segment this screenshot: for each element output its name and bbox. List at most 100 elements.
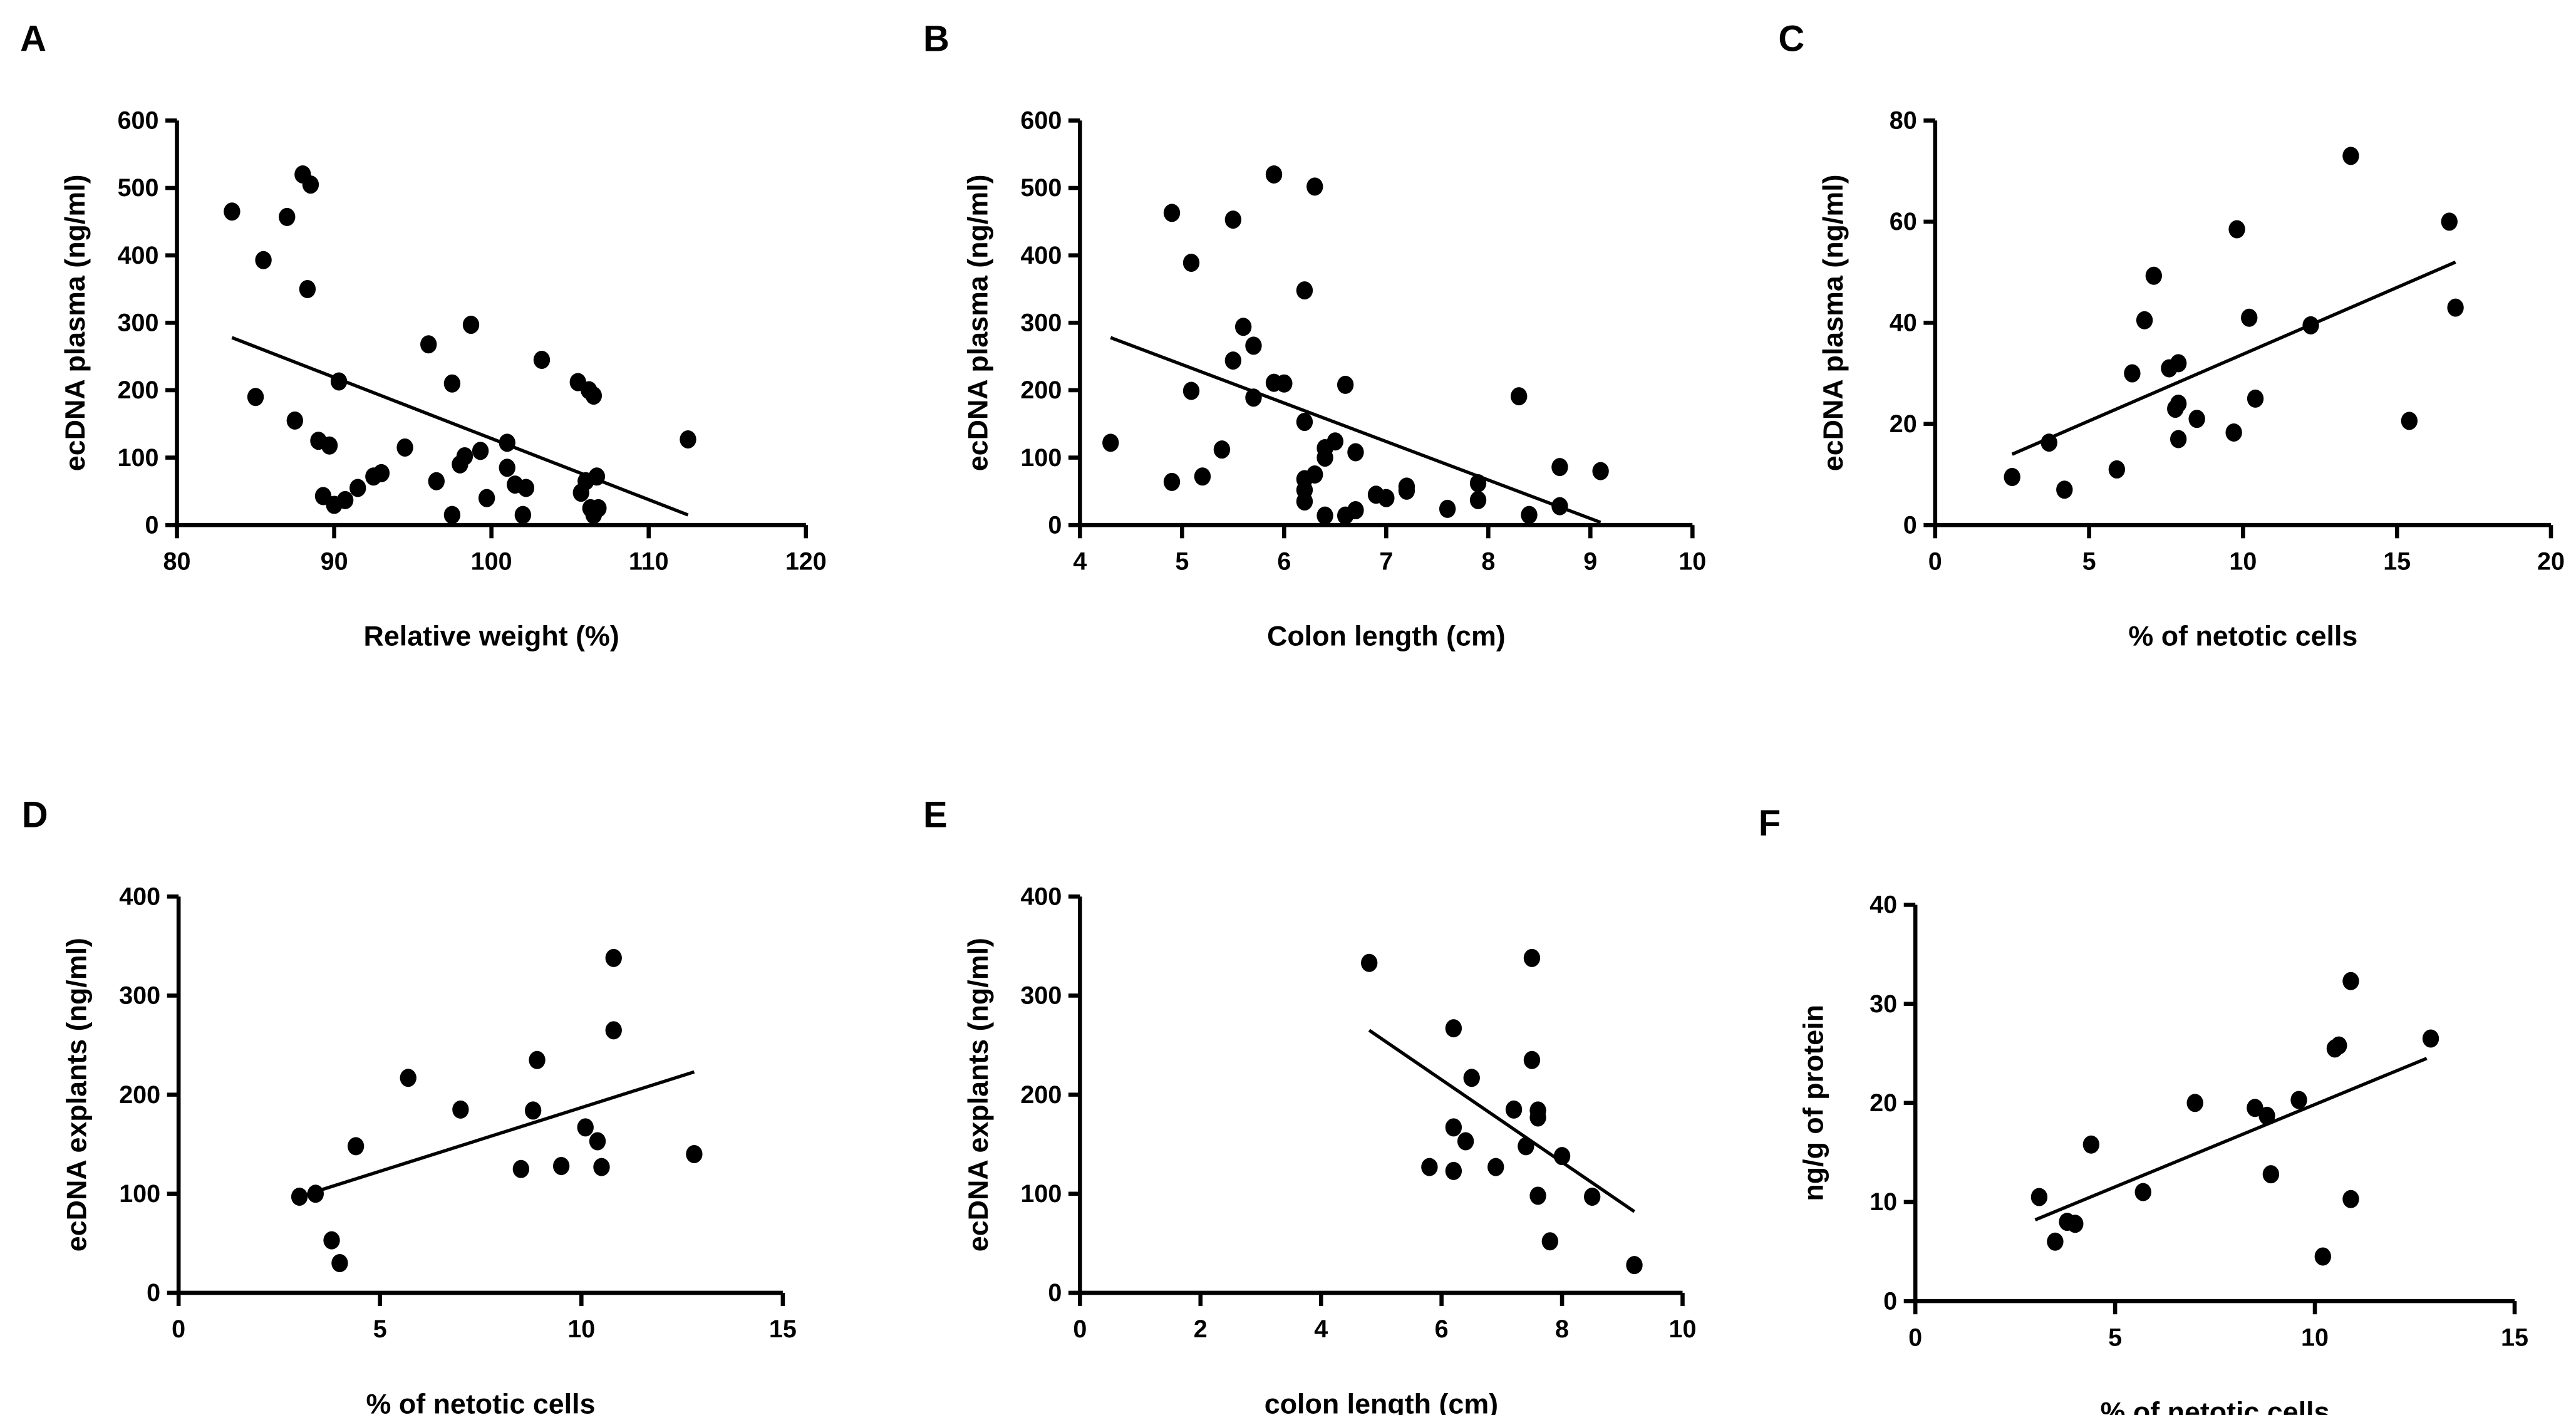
data-point	[2401, 412, 2418, 430]
data-point	[396, 438, 413, 457]
panel-label: E	[923, 796, 948, 836]
data-point	[1194, 467, 1211, 486]
data-point	[2145, 266, 2163, 285]
data-point	[1583, 1188, 1601, 1206]
data-point	[2170, 354, 2187, 373]
y-tick-label: 40	[1890, 309, 1917, 337]
panel-f: F 0 10 20 30 40 0 5 10 15 % of netotic cells ng/g o…	[1759, 804, 2528, 1415]
y-tick-label: 60	[1890, 208, 1917, 236]
data-point	[1626, 1256, 1643, 1275]
y-tick-label: 300	[1020, 982, 1062, 1010]
data-point	[279, 207, 296, 226]
x-tick-label: 10	[2301, 1324, 2329, 1351]
y-axis-label: ecDNA plasma (ng/ml)	[1818, 174, 1849, 471]
data-point	[1306, 177, 1323, 196]
y-tick-label: 500	[118, 174, 159, 202]
data-point	[1163, 472, 1181, 491]
y-tick-label: 400	[1020, 883, 1062, 910]
y-tick-label: 300	[118, 309, 159, 337]
regression-line	[2034, 1057, 2428, 1221]
data-point	[1296, 413, 1313, 432]
x-tick-label: 10	[1679, 547, 1706, 575]
data-point	[2241, 308, 2258, 327]
x-tick-label: 4	[1073, 547, 1087, 575]
y-tick-label: 20	[1870, 1089, 1897, 1117]
data-point	[2108, 460, 2126, 479]
x-tick-label: 15	[769, 1315, 797, 1343]
data-point	[1361, 953, 1378, 972]
data-point	[680, 430, 696, 449]
data-point	[1518, 1137, 1534, 1156]
x-axis-label: Relative weight (%)	[364, 621, 619, 652]
data-point	[1224, 351, 1242, 370]
x-tick-label: 15	[2383, 547, 2411, 575]
data-point	[1378, 489, 1395, 507]
data-point	[420, 335, 437, 354]
y-tick-label: 100	[119, 1180, 160, 1208]
data-point	[1505, 1100, 1523, 1119]
data-point	[2186, 1094, 2203, 1112]
data-point	[291, 1188, 308, 1206]
x-axis-label: % of netotic cells	[2128, 621, 2357, 652]
x-axis-label: % of netotic cells	[366, 1388, 596, 1415]
x-tick-label: 80	[163, 547, 191, 575]
y-tick-label: 0	[147, 1279, 160, 1307]
data-point	[499, 433, 515, 452]
data-point	[1529, 1108, 1546, 1127]
regression-line	[299, 1070, 695, 1199]
data-point	[478, 489, 495, 507]
regression-line	[2011, 261, 2456, 456]
data-point	[1523, 1050, 1541, 1069]
x-tick-label: 120	[785, 547, 827, 575]
data-point	[2082, 1135, 2100, 1154]
data-point	[2170, 430, 2187, 448]
data-point	[330, 372, 348, 391]
data-point	[299, 280, 316, 299]
data-point	[1234, 318, 1252, 336]
data-point	[1347, 443, 1364, 462]
data-point	[452, 1100, 469, 1119]
y-tick-label: 500	[1020, 174, 1062, 202]
data-point	[1296, 492, 1313, 511]
data-point	[2314, 1247, 2331, 1266]
data-point	[286, 411, 303, 430]
data-point	[2136, 311, 2153, 329]
data-point	[1316, 506, 1333, 525]
data-point	[1551, 458, 1568, 477]
panel-label: D	[22, 796, 48, 836]
data-point	[400, 1069, 416, 1087]
x-tick-label: 0	[1908, 1324, 1922, 1351]
data-point	[524, 1101, 542, 1120]
y-axis-label: ecDNA plasma (ng/ml)	[59, 174, 91, 471]
y-tick-label: 200	[1020, 1081, 1062, 1109]
x-tick-label: 90	[321, 547, 348, 575]
data-point	[1102, 433, 1119, 452]
data-point	[1337, 375, 1354, 394]
data-point	[590, 499, 607, 517]
x-tick-label: 10	[2229, 547, 2257, 575]
data-point	[1439, 499, 1456, 518]
data-point	[1529, 1186, 1546, 1205]
y-tick-label: 600	[1020, 107, 1062, 135]
data-point	[428, 472, 445, 490]
x-tick-label: 20	[2537, 547, 2565, 575]
data-point	[456, 447, 473, 465]
data-point	[321, 436, 338, 455]
data-point	[2228, 220, 2245, 239]
y-tick-label: 400	[1020, 242, 1062, 269]
data-point	[1296, 281, 1313, 300]
panel-label: A	[20, 19, 46, 60]
y-tick-label: 300	[1020, 309, 1062, 337]
y-tick-label: 20	[1890, 410, 1917, 438]
data-point	[1551, 497, 1568, 516]
data-point	[2422, 1029, 2439, 1048]
data-point	[2441, 212, 2458, 231]
regression-line	[231, 336, 689, 517]
data-point	[1347, 501, 1364, 520]
x-tick-label: 5	[2108, 1324, 2122, 1351]
data-point	[533, 351, 551, 370]
x-tick-label: 5	[373, 1315, 387, 1343]
x-tick-label: 100	[471, 547, 512, 575]
data-point	[1182, 381, 1200, 400]
data-point	[593, 1158, 610, 1176]
